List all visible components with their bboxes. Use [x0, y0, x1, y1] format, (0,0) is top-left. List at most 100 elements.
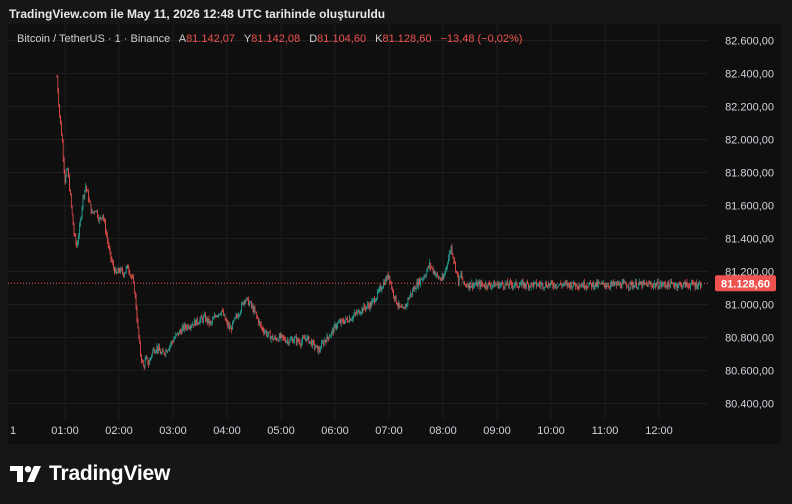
candle-body [603, 282, 605, 285]
candle-body [345, 318, 347, 321]
symbol-label[interactable]: Bitcoin / TetherUS · 1 · Binance [17, 33, 171, 45]
candle-body [224, 314, 226, 321]
candle-body [394, 296, 395, 300]
candle-body [495, 284, 497, 286]
candle-body [216, 315, 218, 317]
candle-body [284, 337, 285, 341]
candle-body [193, 324, 194, 326]
snapshot-caption: TradingView.com ile May 11, 2026 12:48 U… [9, 7, 386, 21]
candle-body [319, 348, 320, 351]
candle-body [99, 217, 101, 219]
candle-body [322, 342, 323, 344]
candle-body [421, 278, 422, 281]
chart-panel[interactable]: 80.400,00 80.600,00 80.800,00 81.000,00 81.2… [8, 24, 781, 444]
candle-body [71, 205, 73, 215]
x-axis-tick-label: 03:00 [159, 425, 187, 437]
candle-body [491, 285, 492, 288]
candle-body [91, 211, 93, 213]
candle-body [247, 297, 248, 299]
candle-body [592, 282, 593, 287]
candle-body [327, 335, 329, 338]
candle-body [398, 302, 400, 306]
candle-body [274, 337, 275, 340]
candle-body [181, 328, 183, 334]
candle-body [543, 287, 545, 289]
candle-body [657, 281, 659, 288]
candle-body [637, 287, 638, 289]
x-axis-tick-label: 04:00 [213, 425, 241, 437]
candle-body [271, 336, 273, 338]
candle-body [179, 330, 180, 335]
candle-body [205, 314, 206, 321]
candle-body [537, 285, 538, 287]
candle-body [395, 295, 397, 304]
candle-body [111, 258, 113, 262]
x-axis-tick-label: 02:00 [105, 425, 133, 437]
candle-body [455, 261, 456, 271]
candle-body [269, 332, 270, 333]
candle-body [124, 273, 125, 276]
candle-body [392, 288, 393, 291]
candle-body [428, 266, 429, 268]
candle-body [93, 211, 95, 213]
candle-body [660, 282, 662, 285]
candle-body [493, 281, 494, 285]
candle-body [206, 317, 207, 321]
candle-body [409, 296, 410, 300]
candle-body [259, 321, 260, 324]
candle-body [305, 338, 306, 340]
candle-body [520, 284, 521, 286]
candle-body [683, 282, 684, 287]
candle-body [130, 274, 131, 276]
candle-body [376, 297, 377, 301]
candle-body [197, 323, 199, 325]
candle-body [59, 104, 60, 116]
candle-body [658, 287, 660, 289]
candle-body [149, 359, 150, 365]
candle-body [262, 328, 264, 331]
candle-body [405, 303, 407, 309]
candle-body [566, 282, 568, 286]
candle-body [508, 285, 509, 287]
candle-body [121, 268, 122, 270]
candle-body [170, 344, 171, 346]
candle-body [127, 265, 129, 269]
candle-body [512, 286, 514, 288]
candle-body [685, 282, 687, 288]
candle-body [307, 336, 309, 338]
candle-body [161, 350, 163, 354]
close-value: 81.128,60 [382, 33, 432, 45]
candle-body [588, 284, 590, 288]
candle-body [238, 315, 239, 318]
candle-body [496, 284, 498, 286]
candle-body [154, 351, 156, 353]
candle-body [239, 314, 240, 316]
candle-body [458, 274, 459, 284]
candle-body [416, 282, 418, 289]
candle-body [510, 281, 511, 283]
candle-body [687, 284, 689, 286]
candle-body [137, 320, 139, 328]
candle-body [162, 350, 164, 352]
candle-body [334, 324, 336, 326]
candle-body [463, 281, 464, 283]
candle-body [89, 200, 90, 202]
candle-body [424, 276, 426, 278]
candle-body [542, 283, 544, 288]
candle-body [295, 337, 296, 338]
candlestick-chart[interactable]: 80.400,0080.600,0080.800,0081.000,0081.2… [8, 24, 781, 444]
candle-body [203, 316, 204, 322]
candle-body [66, 169, 68, 176]
candle-body [467, 285, 469, 288]
candle-body [534, 282, 536, 283]
candle-body [545, 283, 546, 288]
candle-body [82, 195, 84, 208]
candle-body [175, 334, 176, 338]
candle-body [549, 283, 551, 286]
candle-body [328, 337, 329, 339]
candle-body [473, 284, 474, 288]
candle-body [501, 282, 502, 285]
candle-body [648, 283, 650, 284]
candle-body [281, 334, 283, 336]
x-axis-tick-label: 10:00 [537, 425, 565, 437]
